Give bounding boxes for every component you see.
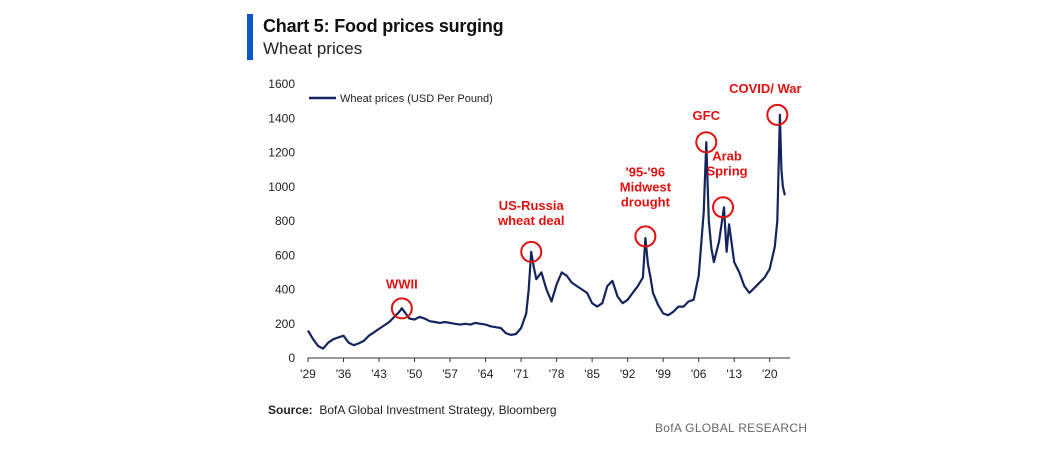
annotation-label: '95-'96 Midwest drought [620,164,672,209]
y-tick-label: 400 [275,283,295,297]
annotation-circle [712,196,735,219]
legend-label: Wheat prices (USD Per Pound) [340,93,493,105]
x-tick-label: '78 [549,367,565,381]
y-tick-label: 1200 [268,146,295,160]
y-tick-label: 600 [275,248,295,262]
source-label: Source: [268,403,313,417]
x-tick-label: '85 [584,367,600,381]
annotation-circle [634,225,657,248]
annotation-circle [766,103,789,126]
x-tick-label: '92 [620,367,636,381]
source-note: Source: BofA Global Investment Strategy,… [268,403,557,417]
x-tick-label: '29 [300,367,316,381]
y-tick-label: 200 [275,317,295,331]
chart-subtitle: Wheat prices [263,39,363,58]
y-tick-label: 1400 [268,111,295,125]
annotation-label: WWII [386,276,418,291]
series-group [307,113,786,350]
y-tick-label: 1600 [268,77,295,91]
x-tick-label: '13 [726,367,742,381]
x-tick-label: '99 [655,367,671,381]
annotation-circle [390,297,413,320]
annotation-label: GFC [693,108,721,123]
annotation-circle [695,131,718,154]
x-tick-label: '64 [478,367,494,381]
x-tick-label: '36 [336,367,352,381]
source-text: BofA Global Investment Strategy, Bloombe… [319,403,557,417]
annotation-label: COVID/ War [729,81,801,96]
x-tick-label: '43 [371,367,387,381]
x-tick-label: '57 [442,367,458,381]
y-tick-label: 0 [288,351,295,365]
x-tick-label: '50 [407,367,423,381]
chart-legend: Wheat prices (USD Per Pound) [309,93,493,105]
annotation-label: Arab Spring [706,148,747,178]
annotation-circle [520,240,543,263]
annotation-label: US-Russia wheat deal [497,198,565,228]
x-tick-label: '20 [762,367,778,381]
x-axis-ticks: '29 '36 '43 '50 '57 '64 '71 '78 '85 '92 '99 '06 '13 '… [300,358,778,381]
annotations-group: WWII US-Russia wheat deal '95-'96 Midwest dro… [386,81,802,320]
x-tick-label: '71 [513,367,529,381]
y-axis-ticks: 0 200 400 600 800 1000 1200 1400 1600 [268,77,295,365]
y-tick-label: 1000 [268,180,295,194]
y-tick-label: 800 [275,214,295,228]
series-line-wheat-prices [307,113,786,350]
chart-title: Chart 5: Food prices surging [263,16,504,36]
x-tick-label: '06 [691,367,707,381]
title-accent-bar [247,14,253,60]
brand-footer: BofA GLOBAL RESEARCH [655,421,808,435]
